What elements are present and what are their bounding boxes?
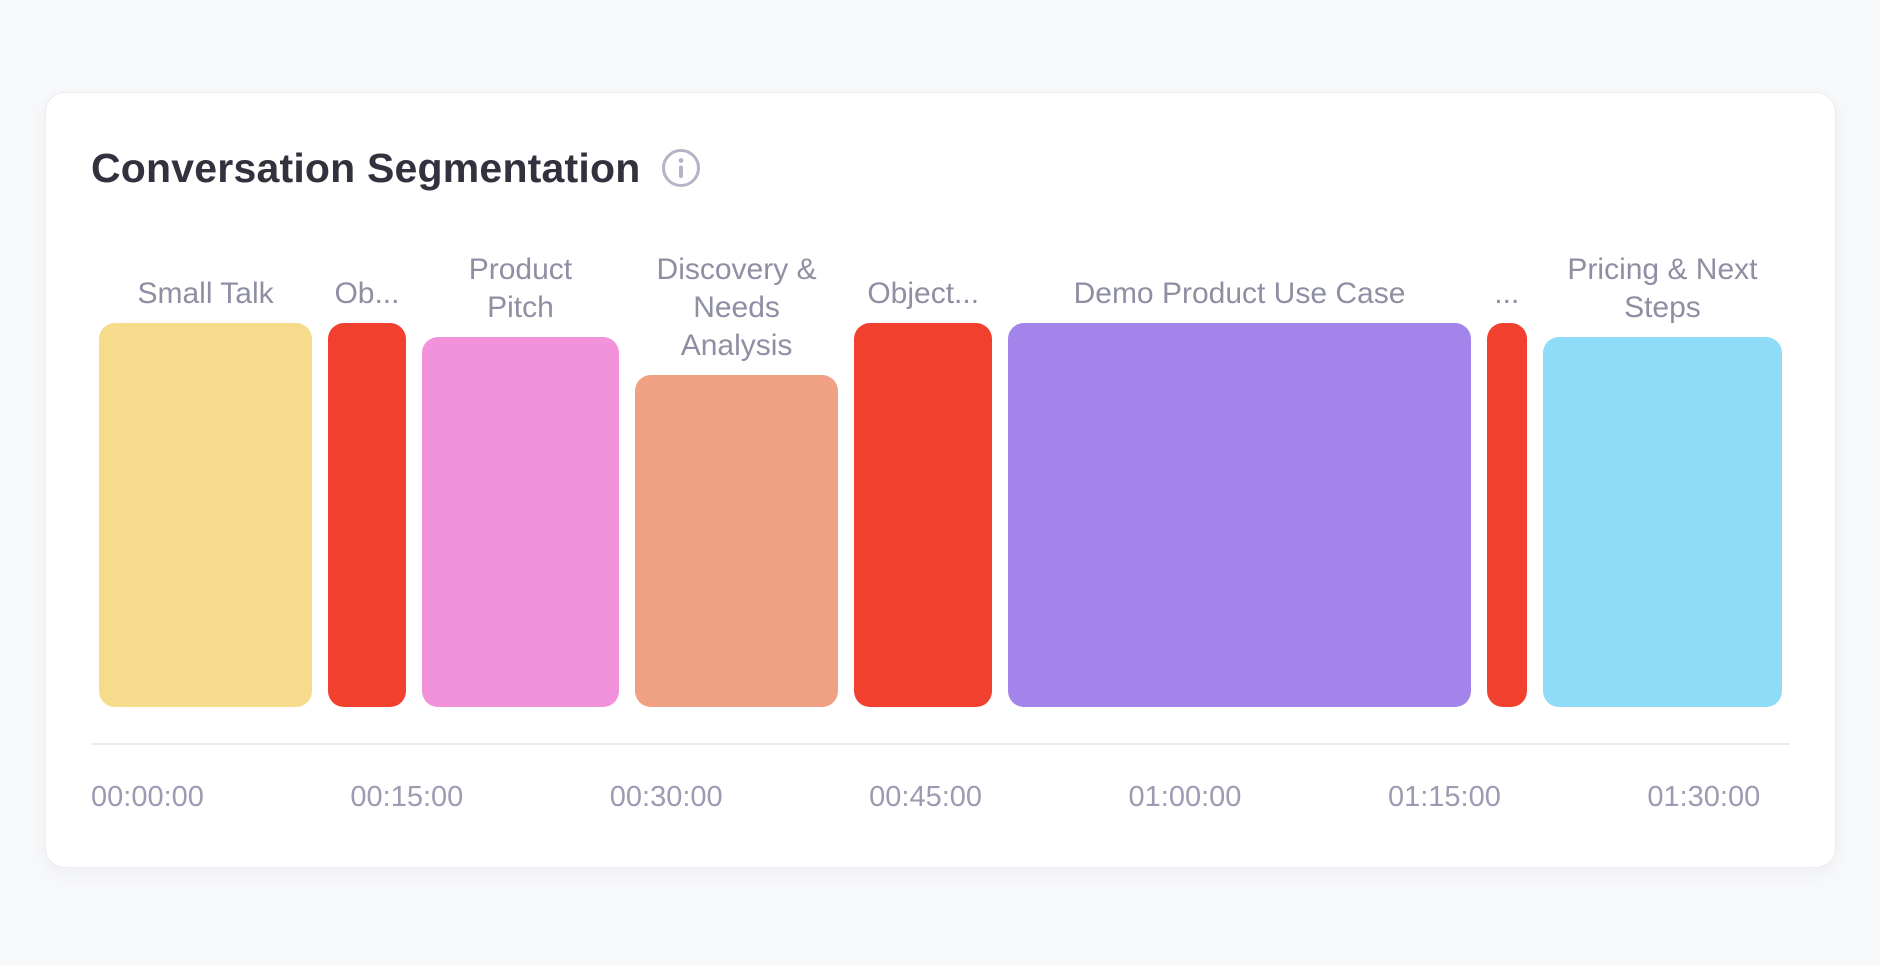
segment-bar[interactable] bbox=[99, 323, 313, 707]
segment-1[interactable]: Ob... bbox=[320, 251, 414, 707]
axis-tick: 00:15:00 bbox=[350, 781, 464, 813]
segment-bar[interactable] bbox=[1008, 323, 1471, 707]
card-header: Conversation Segmentation bbox=[91, 143, 1790, 193]
segment-2[interactable]: Product Pitch bbox=[414, 251, 627, 707]
segment-bar[interactable] bbox=[1486, 323, 1527, 707]
axis-divider bbox=[91, 743, 1790, 745]
segment-bar[interactable] bbox=[1542, 337, 1782, 707]
time-axis: 00:00:00 00:15:00 00:30:00 00:45:00 01:00:00… bbox=[91, 775, 1790, 817]
segment-label: Product Pitch bbox=[468, 253, 573, 324]
segment-label: Object... bbox=[867, 277, 980, 310]
segment-label: Small Talk bbox=[137, 277, 274, 310]
segment-bar[interactable] bbox=[854, 323, 993, 707]
segment-4[interactable]: Object... bbox=[846, 251, 1000, 707]
segment-5[interactable]: Demo Product Use Case bbox=[1000, 251, 1478, 707]
page-title: Conversation Segmentation bbox=[91, 144, 641, 191]
segment-bar[interactable] bbox=[328, 323, 406, 707]
segment-7[interactable]: Pricing & Next Steps bbox=[1535, 251, 1790, 707]
segment-label: ... bbox=[1494, 277, 1520, 310]
segment-label: Demo Product Use Case bbox=[1073, 277, 1406, 310]
segmentation-chart: Small Talk Ob... Product Pitch Discovery & … bbox=[91, 251, 1790, 707]
segment-0[interactable]: Small Talk bbox=[91, 251, 320, 707]
axis-tick: 00:30:00 bbox=[609, 781, 723, 813]
info-icon[interactable] bbox=[660, 147, 702, 189]
axis-tick: 00:00:00 bbox=[91, 781, 204, 813]
axis-tick: 00:45:00 bbox=[869, 781, 983, 813]
segment-label: Pricing & Next Steps bbox=[1567, 253, 1758, 324]
segment-bar[interactable] bbox=[421, 337, 620, 707]
axis-tick: 01:15:00 bbox=[1387, 781, 1501, 813]
axis-tick: 01:00:00 bbox=[1128, 781, 1242, 813]
conversation-segmentation-card: Conversation Segmentation Small Talk Ob..… bbox=[45, 92, 1836, 868]
segment-bar[interactable] bbox=[635, 375, 839, 707]
axis-tick: 01:30:00 bbox=[1647, 781, 1761, 813]
segment-label: Ob... bbox=[334, 277, 400, 310]
segment-3[interactable]: Discovery & Needs Analysis bbox=[627, 251, 846, 707]
segment-label: Discovery & Needs Analysis bbox=[656, 253, 817, 362]
segment-6[interactable]: ... bbox=[1479, 251, 1535, 707]
